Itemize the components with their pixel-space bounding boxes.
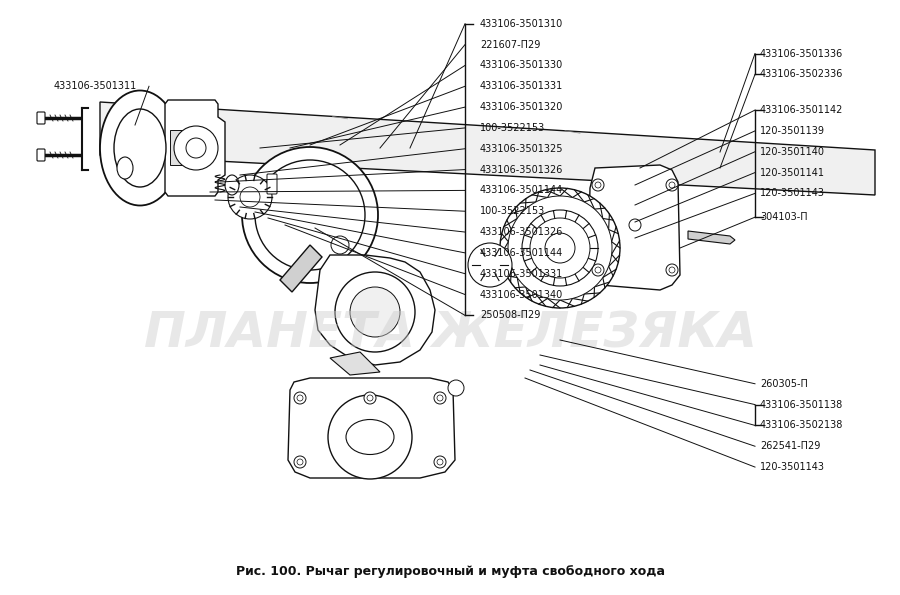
FancyBboxPatch shape xyxy=(170,130,190,165)
Circle shape xyxy=(530,218,590,278)
Circle shape xyxy=(595,182,601,188)
Circle shape xyxy=(595,267,601,273)
Text: 433106-3501331: 433106-3501331 xyxy=(480,269,563,278)
Circle shape xyxy=(592,264,604,276)
Circle shape xyxy=(434,456,446,468)
Text: 433106-3501330: 433106-3501330 xyxy=(480,61,563,70)
Circle shape xyxy=(297,459,303,465)
Circle shape xyxy=(545,233,575,263)
Text: Рис. 100. Рычаг регулировочный и муфта свободного хода: Рис. 100. Рычаг регулировочный и муфта с… xyxy=(236,565,664,578)
Circle shape xyxy=(669,267,675,273)
Text: 433106-3501142: 433106-3501142 xyxy=(760,105,843,115)
Polygon shape xyxy=(315,255,435,365)
Polygon shape xyxy=(165,100,225,196)
Circle shape xyxy=(331,236,349,254)
Text: 100-3522153: 100-3522153 xyxy=(480,206,545,216)
Circle shape xyxy=(448,380,464,396)
Circle shape xyxy=(468,243,512,287)
Text: 433106-3501331: 433106-3501331 xyxy=(480,82,563,91)
Circle shape xyxy=(335,272,415,352)
Circle shape xyxy=(437,459,443,465)
FancyBboxPatch shape xyxy=(37,112,45,124)
Text: 433106-3501326: 433106-3501326 xyxy=(480,227,563,237)
Circle shape xyxy=(328,395,412,479)
Circle shape xyxy=(500,188,620,308)
Circle shape xyxy=(437,395,443,401)
Polygon shape xyxy=(688,231,735,244)
Circle shape xyxy=(367,395,373,401)
Circle shape xyxy=(666,179,678,191)
Ellipse shape xyxy=(346,419,394,455)
Circle shape xyxy=(228,175,272,219)
Text: 120-3501139: 120-3501139 xyxy=(760,126,825,136)
Circle shape xyxy=(350,287,400,337)
Text: 433106-3502336: 433106-3502336 xyxy=(760,70,843,79)
Circle shape xyxy=(666,264,678,276)
Circle shape xyxy=(255,160,365,270)
Text: 120-3501143: 120-3501143 xyxy=(760,189,825,198)
Circle shape xyxy=(240,187,260,207)
Text: 262541-П29: 262541-П29 xyxy=(760,441,821,451)
Text: 433106-3501138: 433106-3501138 xyxy=(760,400,843,409)
Text: 260305-П: 260305-П xyxy=(760,379,808,389)
Circle shape xyxy=(669,182,675,188)
Circle shape xyxy=(294,392,306,404)
Circle shape xyxy=(294,456,306,468)
Text: 304103-П: 304103-П xyxy=(760,212,807,222)
Ellipse shape xyxy=(114,109,166,187)
Text: 433106-3501144: 433106-3501144 xyxy=(480,248,563,258)
Text: 100-3522153: 100-3522153 xyxy=(480,123,545,133)
Text: ПЛАНЕТА ЖЕЛЕЗЯКА: ПЛАНЕТА ЖЕЛЕЗЯКА xyxy=(143,309,757,357)
Ellipse shape xyxy=(225,175,239,195)
Text: 250508-П29: 250508-П29 xyxy=(480,311,540,320)
Ellipse shape xyxy=(117,157,133,179)
Text: 120-3501141: 120-3501141 xyxy=(760,168,825,177)
Circle shape xyxy=(508,196,612,300)
Circle shape xyxy=(186,138,206,158)
Circle shape xyxy=(297,395,303,401)
Text: 433106-3501325: 433106-3501325 xyxy=(480,144,563,154)
Text: 433106-3501340: 433106-3501340 xyxy=(480,290,563,299)
Text: 433106-3501310: 433106-3501310 xyxy=(480,19,563,29)
Circle shape xyxy=(592,179,604,191)
Circle shape xyxy=(364,392,376,404)
FancyBboxPatch shape xyxy=(267,174,277,194)
Polygon shape xyxy=(100,102,875,195)
FancyBboxPatch shape xyxy=(37,149,45,161)
Circle shape xyxy=(174,126,218,170)
Text: 120-3501140: 120-3501140 xyxy=(760,147,825,156)
Text: 433106-3501320: 433106-3501320 xyxy=(480,102,563,112)
Text: 433106-3501311: 433106-3501311 xyxy=(54,82,137,91)
Polygon shape xyxy=(588,165,680,290)
Circle shape xyxy=(522,210,598,286)
Text: 433106-3501326: 433106-3501326 xyxy=(480,165,563,174)
Circle shape xyxy=(434,392,446,404)
Text: 221607-П29: 221607-П29 xyxy=(480,40,540,49)
Text: 433106-3501336: 433106-3501336 xyxy=(760,49,843,58)
Polygon shape xyxy=(330,352,380,375)
Circle shape xyxy=(629,219,641,231)
Text: 120-3501143: 120-3501143 xyxy=(760,462,825,472)
Ellipse shape xyxy=(100,90,180,205)
Text: 433106-3502138: 433106-3502138 xyxy=(760,421,843,430)
Circle shape xyxy=(242,147,378,283)
Polygon shape xyxy=(288,378,455,478)
Text: 433106-3501144: 433106-3501144 xyxy=(480,186,563,195)
Polygon shape xyxy=(280,245,322,292)
